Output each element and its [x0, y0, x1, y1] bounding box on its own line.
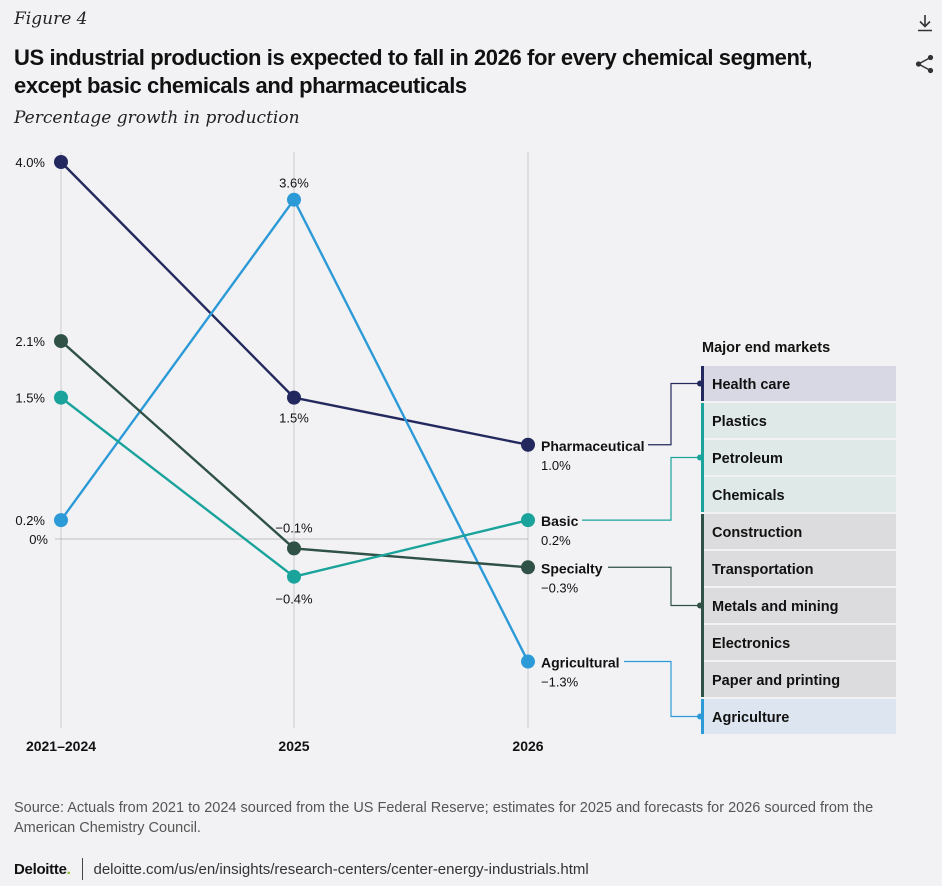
end-market-box-metals-and-mining [701, 588, 896, 623]
series-name-agricultural: Agricultural [541, 655, 620, 671]
end-market-bar-paper-and-printing [701, 662, 704, 697]
connector-agricultural [624, 660, 700, 718]
brand-dot: . [66, 860, 71, 878]
brand-name: Deloitte [14, 860, 67, 878]
end-market-construction: Construction [712, 525, 802, 541]
point-agricultural-2025[interactable] [287, 192, 301, 207]
end-market-health-care: Health care [712, 377, 790, 393]
label-agricultural-2026: −1.3% [541, 675, 579, 690]
share-icon[interactable] [914, 53, 936, 75]
end-market-petroleum: Petroleum [712, 451, 783, 467]
label-basic-2025: −0.4% [275, 592, 313, 607]
end-market-bar-plastics [701, 403, 704, 440]
end-market-box-construction [701, 514, 896, 549]
end-market-chemicals: Chemicals [712, 488, 785, 504]
footer-divider [82, 858, 84, 880]
x-tick-2025: 2025 [278, 738, 309, 754]
connector-dot-pharmaceutical [697, 380, 703, 387]
point-agricultural-2021-2024[interactable] [54, 513, 68, 528]
point-specialty-2021-2024[interactable] [54, 334, 68, 349]
end-market-box-electronics [701, 625, 896, 660]
point-basic-2026[interactable] [521, 513, 535, 528]
point-pharmaceutical-2026[interactable] [521, 437, 535, 452]
end-market-bar-chemicals [701, 477, 704, 512]
zero-label: 0% [29, 532, 48, 547]
x-tick-2026: 2026 [512, 738, 543, 754]
end-market-electronics: Electronics [712, 636, 790, 652]
download-icon[interactable] [914, 12, 936, 34]
connector-pharmaceutical [648, 382, 700, 446]
series-name-specialty: Specialty [541, 560, 603, 576]
label-pharmaceutical-2025: 1.5% [279, 411, 309, 426]
end-market-transportation: Transportation [712, 562, 814, 578]
connector-specialty [608, 566, 700, 607]
end-market-paper-and-printing: Paper and printing [712, 673, 840, 689]
point-basic-2021-2024[interactable] [54, 390, 68, 405]
point-agricultural-2026[interactable] [521, 654, 535, 669]
point-specialty-2026[interactable] [521, 560, 535, 575]
source-url-link[interactable]: deloitte.com/us/en/insights/research-cen… [93, 860, 589, 878]
end-market-metals-and-mining: Metals and mining [712, 599, 839, 615]
end-market-box-transportation [701, 551, 896, 586]
label-basic-2026: 0.2% [541, 533, 571, 548]
end-market-bar-electronics [701, 625, 704, 662]
series-name-pharmaceutical: Pharmaceutical [541, 438, 645, 454]
end-market-bar-transportation [701, 551, 704, 588]
label-basic-2021-2024: 1.5% [15, 391, 45, 406]
label-pharmaceutical-2026: 1.0% [541, 458, 571, 473]
label-specialty-2025: −0.1% [275, 520, 313, 535]
label-agricultural-2021-2024: 0.2% [15, 513, 45, 528]
point-basic-2025[interactable] [287, 569, 301, 584]
end-market-box-paper-and-printing [701, 662, 896, 697]
label-specialty-2021-2024: 2.1% [15, 334, 45, 349]
connector-dot-specialty [697, 602, 703, 609]
label-specialty-2026: −0.3% [541, 580, 579, 595]
label-agricultural-2025: 3.6% [279, 176, 309, 191]
end-market-box-petroleum [701, 440, 896, 475]
deloitte-logo[interactable]: Deloitte. [14, 860, 71, 878]
end-market-box-plastics [701, 403, 896, 438]
x-tick-2021-2024: 2021–2024 [26, 738, 96, 754]
end-market-plastics: Plastics [712, 414, 767, 430]
chart-title: US industrial production is expected to … [14, 45, 813, 98]
end-market-agriculture: Agriculture [712, 710, 789, 726]
end-market-bar-construction [701, 514, 704, 551]
end-market-box-chemicals [701, 477, 896, 512]
connector-basic [582, 456, 700, 521]
end-market-box-agriculture [701, 699, 896, 734]
figure-label: Figure 4 [14, 9, 88, 29]
connector-dot-basic [697, 454, 703, 461]
connector-dot-agricultural [697, 713, 703, 720]
end-market-box-health-care [701, 366, 896, 401]
footer: Deloitte. deloitte.com/us/en/insights/re… [14, 858, 589, 880]
chart-area: 0% 2021–2024 2025 2026 4.0% 0.2% 2.1% 1.5% 1.5% 3… [15, 152, 896, 754]
end-markets-title: Major end markets [702, 340, 830, 356]
label-pharmaceutical-2021-2024: 4.0% [15, 155, 45, 170]
chart-subtitle: Percentage growth in production [14, 108, 300, 128]
point-pharmaceutical-2025[interactable] [287, 390, 301, 405]
point-pharmaceutical-2021-2024[interactable] [54, 155, 68, 169]
series-name-basic: Basic [541, 513, 579, 529]
point-specialty-2025[interactable] [287, 541, 301, 556]
source-note: Source: Actuals from 2021 to 2024 source… [14, 800, 874, 836]
